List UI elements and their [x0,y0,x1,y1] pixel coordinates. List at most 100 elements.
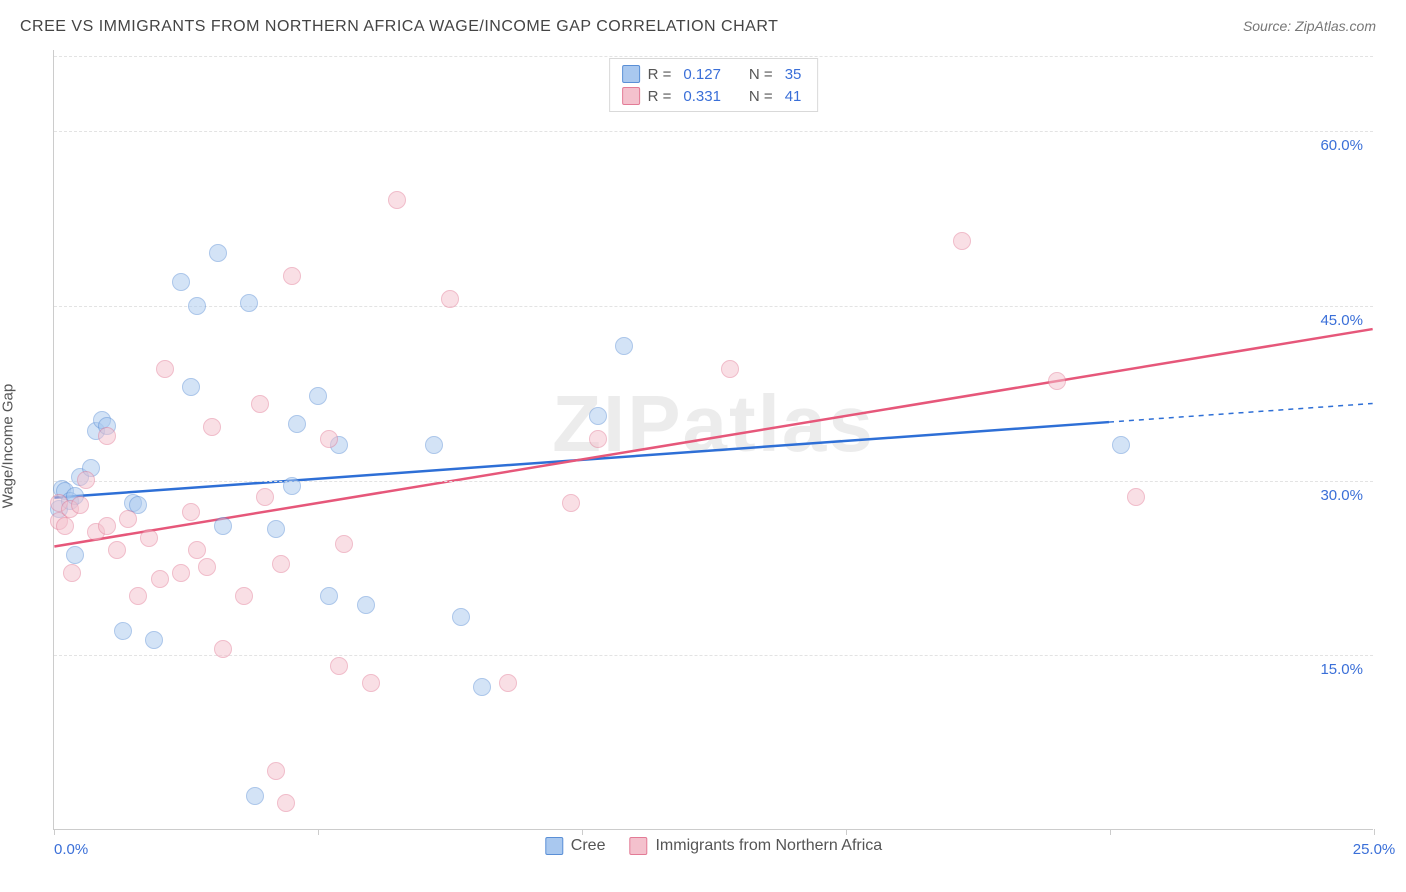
data-point [77,471,95,489]
trend-lines-layer [54,50,1373,829]
trend-line [54,329,1372,546]
data-point [151,570,169,588]
data-point [1048,372,1066,390]
trend-line-extrapolated [1109,403,1373,422]
data-point [473,678,491,696]
swatch-cree [545,837,563,855]
data-point [98,427,116,445]
legend-stats-row-naf: R = 0.331 N = 41 [622,85,806,107]
data-point [562,494,580,512]
y-tick-label: 60.0% [1320,137,1363,154]
data-point [1127,488,1145,506]
legend-stats-row-cree: R = 0.127 N = 35 [622,63,806,85]
data-point [251,395,269,413]
hgrid [54,56,1373,57]
x-tick [54,829,55,835]
data-point [235,587,253,605]
data-point [182,503,200,521]
data-point [272,555,290,573]
data-point [615,337,633,355]
data-point [114,622,132,640]
data-point [425,436,443,454]
data-point [119,510,137,528]
n-label: N = [749,88,773,105]
n-value-naf: 41 [785,88,802,105]
data-point [214,640,232,658]
y-tick-label: 15.0% [1320,661,1363,678]
y-axis-label: Wage/Income Gap [0,384,17,509]
y-tick-label: 45.0% [1320,312,1363,329]
plot-area: ZIPatlas R = 0.127 N = 35 R = 0.331 N = … [53,50,1373,830]
data-point [309,387,327,405]
data-point [98,517,116,535]
data-point [172,273,190,291]
data-point [145,631,163,649]
data-point [188,541,206,559]
swatch-naf [629,837,647,855]
data-point [330,657,348,675]
n-label: N = [749,66,773,83]
data-point [63,564,81,582]
data-point [188,297,206,315]
data-point [288,415,306,433]
legend-item-cree: Cree [545,837,606,855]
y-tick-label: 30.0% [1320,487,1363,504]
data-point [335,535,353,553]
data-point [66,546,84,564]
hgrid [54,131,1373,132]
data-point [388,191,406,209]
data-point [267,762,285,780]
legend-label-cree: Cree [571,837,606,855]
x-tick [318,829,319,835]
hgrid [54,481,1373,482]
x-tick [846,829,847,835]
data-point [721,360,739,378]
data-point [56,517,74,535]
hgrid [54,655,1373,656]
data-point [203,418,221,436]
data-point [953,232,971,250]
data-point [362,674,380,692]
chart-title: CREE VS IMMIGRANTS FROM NORTHERN AFRICA … [20,18,778,36]
data-point [283,477,301,495]
data-point [140,529,158,547]
data-point [357,596,375,614]
data-point [283,267,301,285]
data-point [71,496,89,514]
data-point [240,294,258,312]
data-point [209,244,227,262]
data-point [198,558,216,576]
data-point [320,587,338,605]
x-tick [582,829,583,835]
source-label: Source: ZipAtlas.com [1243,18,1376,34]
chart-container: CREE VS IMMIGRANTS FROM NORTHERN AFRICA … [0,0,1406,892]
data-point [320,430,338,448]
r-value-cree: 0.127 [683,66,721,83]
r-label: R = [648,66,672,83]
r-label: R = [648,88,672,105]
n-value-cree: 35 [785,66,802,83]
swatch-naf [622,87,640,105]
data-point [441,290,459,308]
data-point [172,564,190,582]
data-point [499,674,517,692]
data-point [589,407,607,425]
data-point [277,794,295,812]
data-point [452,608,470,626]
legend-label-naf: Immigrants from Northern Africa [655,837,882,855]
swatch-cree [622,65,640,83]
data-point [214,517,232,535]
legend-stats: R = 0.127 N = 35 R = 0.331 N = 41 [609,58,819,112]
legend-item-naf: Immigrants from Northern Africa [629,837,882,855]
data-point [1112,436,1130,454]
r-value-naf: 0.331 [683,88,721,105]
legend-series: Cree Immigrants from Northern Africa [545,837,882,855]
data-point [182,378,200,396]
x-tick-label: 25.0% [1353,841,1396,858]
x-tick-label: 0.0% [54,841,88,858]
data-point [256,488,274,506]
data-point [156,360,174,378]
data-point [246,787,264,805]
data-point [129,587,147,605]
x-tick [1110,829,1111,835]
